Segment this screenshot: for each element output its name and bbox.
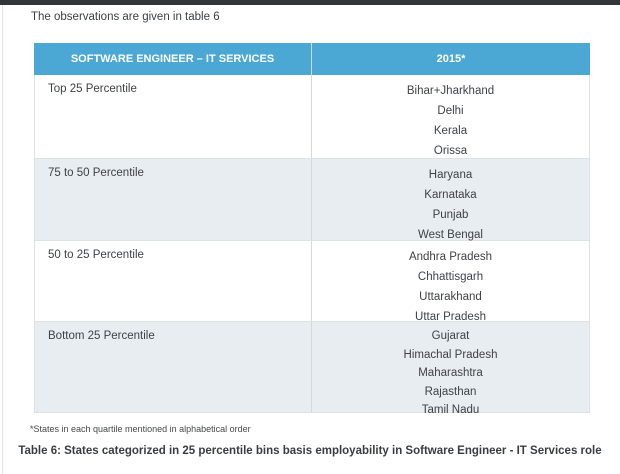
state-item: Punjab [432,209,469,221]
table-6: SOFTWARE ENGINEER – IT SERVICES 2015* To… [34,43,590,416]
state-item: Uttarakhand [419,291,482,303]
states-cell: Haryana Karnataka Punjab West Bengal [312,159,589,241]
table-header-row: SOFTWARE ENGINEER – IT SERVICES 2015* [34,43,590,75]
state-item: Andhra Pradesh [408,251,493,263]
state-item: Tamil Nadu [421,404,480,416]
state-item: Maharashtra [418,367,483,379]
table-row-75-50: 75 to 50 Percentile Haryana Karnataka Pu… [35,158,589,241]
state-item: Uttar Pradesh [415,311,486,323]
row-label-cell: 50 to 25 Percentile [35,241,312,321]
column-header-role: SOFTWARE ENGINEER – IT SERVICES [34,43,312,75]
table-body: Top 25 Percentile Bihar+Jharkhand Delhi … [34,75,590,416]
column-header-2015: 2015* [436,53,466,65]
footnote: *States in each quartile mentioned in al… [30,424,251,434]
states-cell: Andhra Pradesh Chhattisgarh Uttarakhand … [312,241,589,323]
intro-text: The observations are given in table 6 [31,11,220,23]
row-label-cell: Bottom 25 Percentile [35,322,312,412]
page-edge-divider [2,5,3,474]
row-label-cell: 75 to 50 Percentile [35,159,312,240]
table-caption: Table 6: States categorized in 25 percen… [18,445,602,457]
state-item: Gujarat [431,330,470,342]
state-item: Chhattisgarh [417,271,484,283]
state-item: Karnataka [424,189,477,201]
states-cell: Bihar+Jharkhand Delhi Kerala Orissa [312,75,589,158]
row-label-cell: Top 25 Percentile [35,75,312,158]
state-item: Delhi [437,105,464,117]
state-item: Orissa [433,145,468,157]
state-item: West Bengal [418,229,483,241]
window-top-bar [0,0,620,5]
table-row-bottom-25: Bottom 25 Percentile Gujarat Himachal Pr… [35,321,589,416]
state-item: Himachal Pradesh [403,348,498,361]
state-item: Rajasthan [424,385,477,398]
state-item: Haryana [428,169,473,181]
states-cell: Gujarat Himachal Pradesh Maharashtra Raj… [312,322,589,416]
table-row-top-25: Top 25 Percentile Bihar+Jharkhand Delhi … [35,75,589,158]
state-item: Kerala [433,125,468,137]
state-item: Bihar+Jharkhand [406,85,495,97]
table-row-50-25: 50 to 25 Percentile Andhra Pradesh Chhat… [35,240,589,323]
